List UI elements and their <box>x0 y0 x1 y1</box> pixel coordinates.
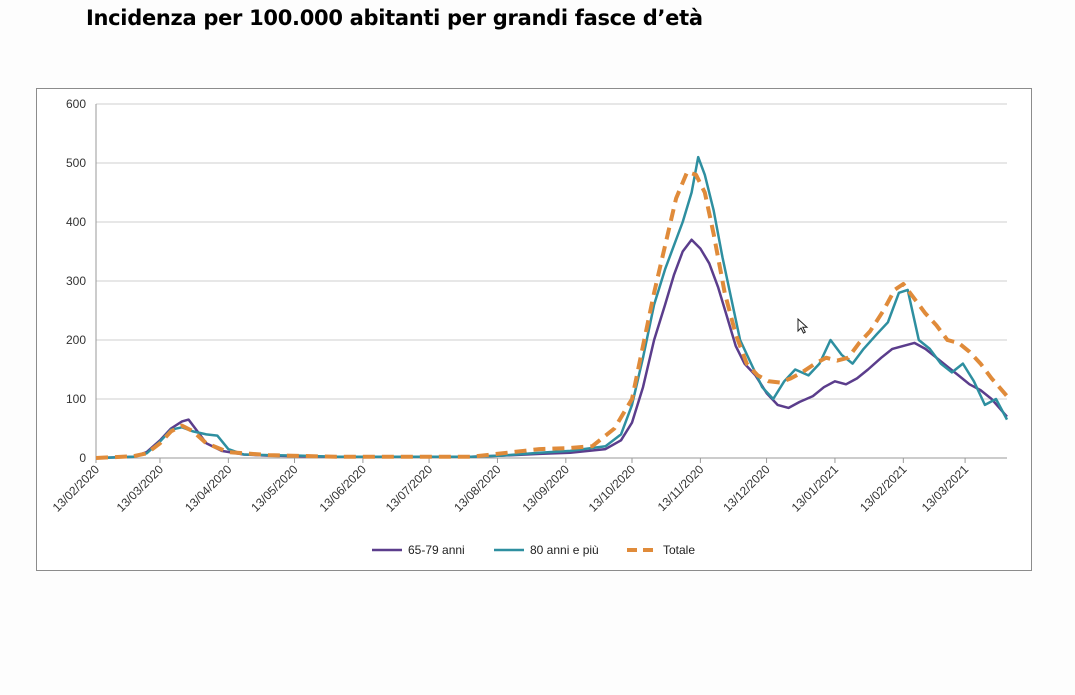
mouse-cursor-icon <box>797 318 809 334</box>
x-tick-label: 13/03/2021 <box>919 462 972 515</box>
x-tick-label: 13/11/2020 <box>655 462 707 514</box>
x-tick-label: 13/09/2020 <box>520 462 573 515</box>
y-tick-label: 300 <box>66 274 86 288</box>
x-tick-label: 13/06/2020 <box>317 462 370 515</box>
y-tick-label: 500 <box>66 156 86 170</box>
chart-frame <box>36 88 1032 571</box>
x-tick-label: 13/02/2020 <box>50 462 103 515</box>
series-line-2 <box>95 155 1009 460</box>
x-tick-label: 13/05/2020 <box>248 462 301 515</box>
x-tick-label: 13/08/2020 <box>451 462 504 515</box>
legend-label: Totale <box>663 543 695 557</box>
series-line-1 <box>95 238 1008 460</box>
legend-label: 80 anni e più <box>530 543 599 557</box>
series-line-3 <box>95 169 1009 460</box>
y-tick-label: 200 <box>66 333 86 347</box>
legend-label: 65-79 anni <box>408 543 465 557</box>
y-tick-label: 400 <box>66 215 86 229</box>
x-tick-label: 13/10/2020 <box>586 462 639 515</box>
x-tick-label: 13/03/2020 <box>114 462 167 515</box>
y-tick-label: 100 <box>66 392 86 406</box>
x-tick-label: 13/01/2021 <box>789 462 842 515</box>
x-tick-label: 13/12/2020 <box>720 462 773 515</box>
x-tick-label: 13/07/2020 <box>383 462 436 515</box>
page-title: Incidenza per 100.000 abitanti per grand… <box>86 6 703 30</box>
x-tick-label: 13/02/2021 <box>857 462 910 515</box>
x-tick-label: 13/04/2020 <box>182 462 235 515</box>
y-tick-label: 600 <box>66 97 86 111</box>
y-tick-label: 0 <box>79 451 86 465</box>
